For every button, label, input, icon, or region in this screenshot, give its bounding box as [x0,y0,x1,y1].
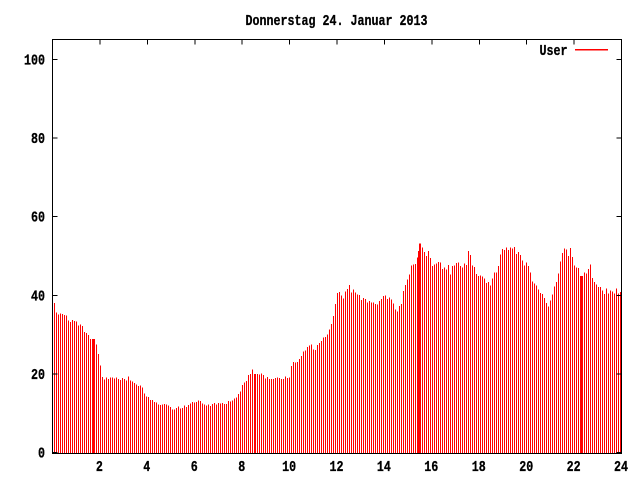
svg-text:22: 22 [567,460,581,476]
svg-text:0: 0 [38,447,45,463]
svg-text:16: 16 [424,460,438,476]
svg-text:20: 20 [31,368,45,384]
svg-text:2: 2 [96,460,103,476]
svg-text:Donnerstag 24. Januar 2013: Donnerstag 24. Januar 2013 [246,14,428,30]
svg-text:18: 18 [472,460,486,476]
svg-text:80: 80 [31,132,45,148]
svg-text:8: 8 [238,460,245,476]
svg-text:10: 10 [282,460,296,476]
svg-text:24: 24 [614,460,628,476]
svg-text:40: 40 [31,289,45,305]
svg-text:6: 6 [191,460,198,476]
svg-text:User: User [540,44,568,60]
svg-text:60: 60 [31,211,45,227]
svg-text:12: 12 [330,460,344,476]
svg-text:100: 100 [24,54,45,70]
svg-text:20: 20 [519,460,533,476]
svg-text:4: 4 [143,460,150,476]
svg-text:14: 14 [377,460,391,476]
